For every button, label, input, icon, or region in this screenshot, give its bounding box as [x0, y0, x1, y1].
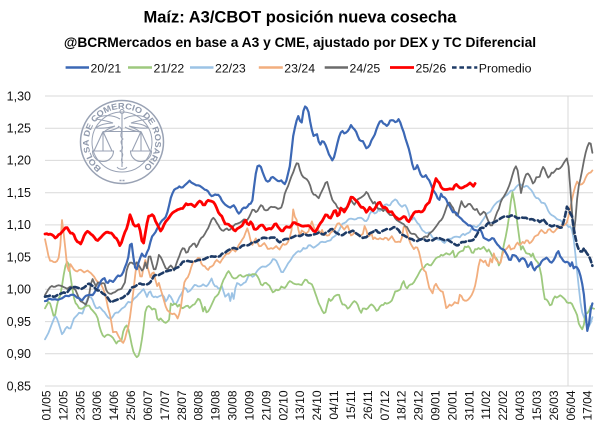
svg-text:21/22: 21/22	[154, 61, 185, 75]
svg-text:01/05: 01/05	[40, 390, 54, 420]
svg-text:22/23: 22/23	[215, 61, 246, 75]
svg-text:04/03: 04/03	[513, 390, 527, 420]
svg-text:17/07: 17/07	[158, 390, 172, 420]
svg-text:23/24: 23/24	[284, 61, 315, 75]
svg-text:Maíz: A3/CBOT posición nueva c: Maíz: A3/CBOT posición nueva cosecha	[144, 9, 458, 27]
svg-text:06/07: 06/07	[141, 390, 155, 420]
svg-text:25/26: 25/26	[416, 61, 447, 75]
svg-text:26/11: 26/11	[361, 390, 375, 419]
svg-text:0,95: 0,95	[7, 315, 31, 329]
svg-text:1,20: 1,20	[7, 154, 31, 168]
svg-text:23/05: 23/05	[73, 390, 87, 420]
svg-text:12/05: 12/05	[56, 390, 70, 420]
svg-text:20/21: 20/21	[91, 61, 122, 75]
svg-text:21/09: 21/09	[259, 390, 273, 420]
svg-text:25/06: 25/06	[124, 390, 138, 420]
svg-text:26/03: 26/03	[547, 390, 561, 420]
svg-text:10/09: 10/09	[243, 390, 257, 420]
svg-text:19/08: 19/08	[209, 390, 223, 420]
svg-text:24/10: 24/10	[310, 390, 324, 420]
svg-text:1,25: 1,25	[7, 122, 31, 136]
svg-text:29/12: 29/12	[412, 390, 426, 420]
svg-text:1,05: 1,05	[7, 250, 31, 264]
svg-text:1,30: 1,30	[7, 89, 31, 103]
svg-text:09/01: 09/01	[429, 390, 443, 420]
svg-text:15/03: 15/03	[530, 390, 544, 420]
svg-text:17/04: 17/04	[581, 390, 595, 420]
svg-text:0,85: 0,85	[7, 379, 31, 393]
svg-text:31/01: 31/01	[462, 390, 476, 420]
svg-text:1,00: 1,00	[7, 283, 31, 297]
svg-text:08/08: 08/08	[192, 390, 206, 420]
svg-text:14/06: 14/06	[107, 390, 121, 420]
svg-text:0,90: 0,90	[7, 347, 31, 361]
svg-text:18/12: 18/12	[395, 390, 409, 420]
svg-text:20/01: 20/01	[445, 390, 459, 420]
svg-text:13/10: 13/10	[293, 390, 307, 420]
svg-text:Promedio: Promedio	[479, 61, 532, 75]
svg-text:28/07: 28/07	[175, 390, 189, 420]
svg-text:30/08: 30/08	[226, 390, 240, 420]
svg-text:02/10: 02/10	[276, 390, 290, 420]
svg-text:15/11: 15/11	[344, 390, 358, 419]
svg-text:04/11: 04/11	[327, 390, 341, 419]
svg-text:03/06: 03/06	[90, 390, 104, 420]
svg-text:24/25: 24/25	[350, 61, 381, 75]
svg-text:1,15: 1,15	[7, 186, 31, 200]
svg-text:22/02: 22/02	[496, 390, 510, 420]
svg-text:11/02: 11/02	[479, 390, 493, 419]
svg-text:06/04: 06/04	[564, 390, 578, 420]
svg-text:07/12: 07/12	[378, 390, 392, 420]
svg-text:1,10: 1,10	[7, 218, 31, 232]
svg-text:@BCRMercados en base a A3 y CM: @BCRMercados en base a A3 y CME, ajustad…	[64, 35, 536, 50]
